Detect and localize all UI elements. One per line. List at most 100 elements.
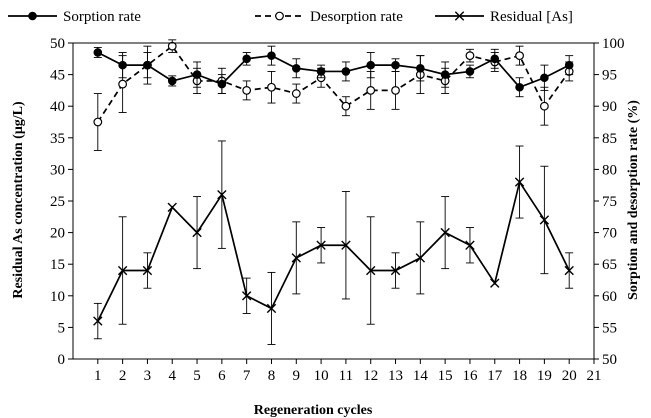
x-tick-label: 21 (587, 368, 602, 384)
data-point (167, 41, 177, 51)
data-point (242, 85, 252, 95)
x-tick-label: 4 (168, 368, 176, 384)
data-point (143, 60, 152, 70)
data-point (242, 54, 251, 64)
y-tick-label-left: 20 (50, 226, 65, 242)
data-point (366, 85, 376, 95)
data-point (490, 278, 500, 288)
x-tick-label: 19 (537, 368, 552, 384)
legend-item-desorption-rate: Desorption rate (255, 9, 403, 25)
data-point (291, 63, 301, 73)
x-tick-label: 9 (293, 368, 301, 384)
data-point (167, 76, 177, 86)
data-point (366, 60, 376, 70)
y-tick-label-right: 70 (602, 226, 617, 242)
y-tick-label-left: 5 (58, 320, 66, 336)
y-tick-label-right: 85 (602, 131, 617, 147)
series-sorption-rate (93, 45, 574, 98)
data-point (465, 240, 475, 250)
data-point (415, 253, 426, 263)
legend-marker (275, 11, 284, 21)
x-tick-label: 7 (243, 368, 251, 384)
data-point (217, 189, 227, 200)
series-residual-as (93, 140, 574, 345)
y-tick-label-right: 75 (602, 194, 617, 210)
legend-marker (28, 11, 37, 21)
marker-stroke (142, 265, 153, 276)
x-tick-label: 17 (487, 368, 503, 384)
x-tick-label: 2 (119, 368, 127, 384)
data-point (515, 51, 524, 61)
y-tick-label-left: 50 (50, 36, 65, 52)
marker-stroke (217, 189, 227, 200)
marker-stroke (316, 240, 326, 250)
marker-stroke (117, 265, 128, 276)
x-tick-label: 12 (363, 368, 378, 384)
y-tick-label-left: 40 (50, 99, 65, 115)
marker-stroke (366, 265, 376, 276)
y-tick-label-left: 10 (50, 289, 65, 305)
data-point (390, 265, 401, 276)
data-point (316, 67, 326, 76)
data-point (564, 60, 574, 70)
data-point (539, 101, 549, 111)
data-point (266, 303, 277, 314)
legend-marker (454, 11, 465, 21)
marker-stroke (341, 240, 351, 250)
marker-stroke (539, 215, 550, 225)
y-tick-label-right: 60 (602, 289, 617, 305)
data-point (167, 202, 177, 213)
y-tick-label-left: 35 (50, 131, 65, 147)
data-point (93, 48, 103, 57)
y-tick-label-left: 0 (58, 352, 66, 368)
marker-stroke (93, 316, 103, 326)
marker-stroke (440, 227, 450, 238)
data-point (539, 215, 550, 225)
marker-stroke (465, 240, 475, 250)
data-point (540, 73, 549, 83)
data-point (465, 51, 475, 61)
data-point (118, 60, 127, 70)
x-tick-label: 3 (144, 368, 152, 384)
data-point (465, 67, 475, 76)
marker-stroke (514, 177, 525, 187)
y-tick-label-right: 50 (602, 352, 617, 368)
marker-stroke (291, 253, 301, 263)
data-point (366, 265, 376, 276)
data-point (341, 240, 351, 250)
data-point (564, 265, 574, 276)
data-point (416, 63, 425, 73)
x-tick-label: 15 (438, 368, 453, 384)
data-point (142, 265, 153, 276)
x-tick-label: 5 (193, 368, 201, 384)
y-tick-label-right: 55 (602, 320, 617, 336)
marker-stroke (390, 265, 401, 276)
y-tick-label-right: 80 (602, 162, 617, 178)
x-tick-label: 14 (413, 368, 429, 384)
plot-frame (72, 42, 595, 360)
data-point (440, 227, 450, 238)
data-point (267, 51, 276, 60)
y-tick-label-left: 30 (50, 162, 65, 178)
data-point (192, 70, 202, 79)
data-point (391, 60, 400, 70)
data-point (341, 101, 351, 111)
data-point (291, 89, 301, 98)
x-tick-label: 18 (512, 368, 527, 384)
data-point (391, 85, 400, 95)
x-axis-label: Regeneration cycles (254, 403, 373, 418)
x-tick-label: 13 (388, 368, 403, 384)
marker-stroke (192, 227, 202, 238)
data-point (217, 79, 227, 89)
x-tick-label: 11 (339, 368, 353, 384)
x-tick-label: 6 (218, 368, 226, 384)
data-point (267, 82, 276, 92)
y-axis-label-right: Sorption and desorption rate (%) (626, 100, 641, 300)
x-tick-label: 1 (94, 368, 102, 384)
marker-stroke (415, 253, 426, 263)
x-tick-label: 20 (562, 368, 577, 384)
x-tick-label: 16 (462, 368, 478, 384)
plot-area (93, 39, 574, 345)
data-point (291, 253, 301, 263)
